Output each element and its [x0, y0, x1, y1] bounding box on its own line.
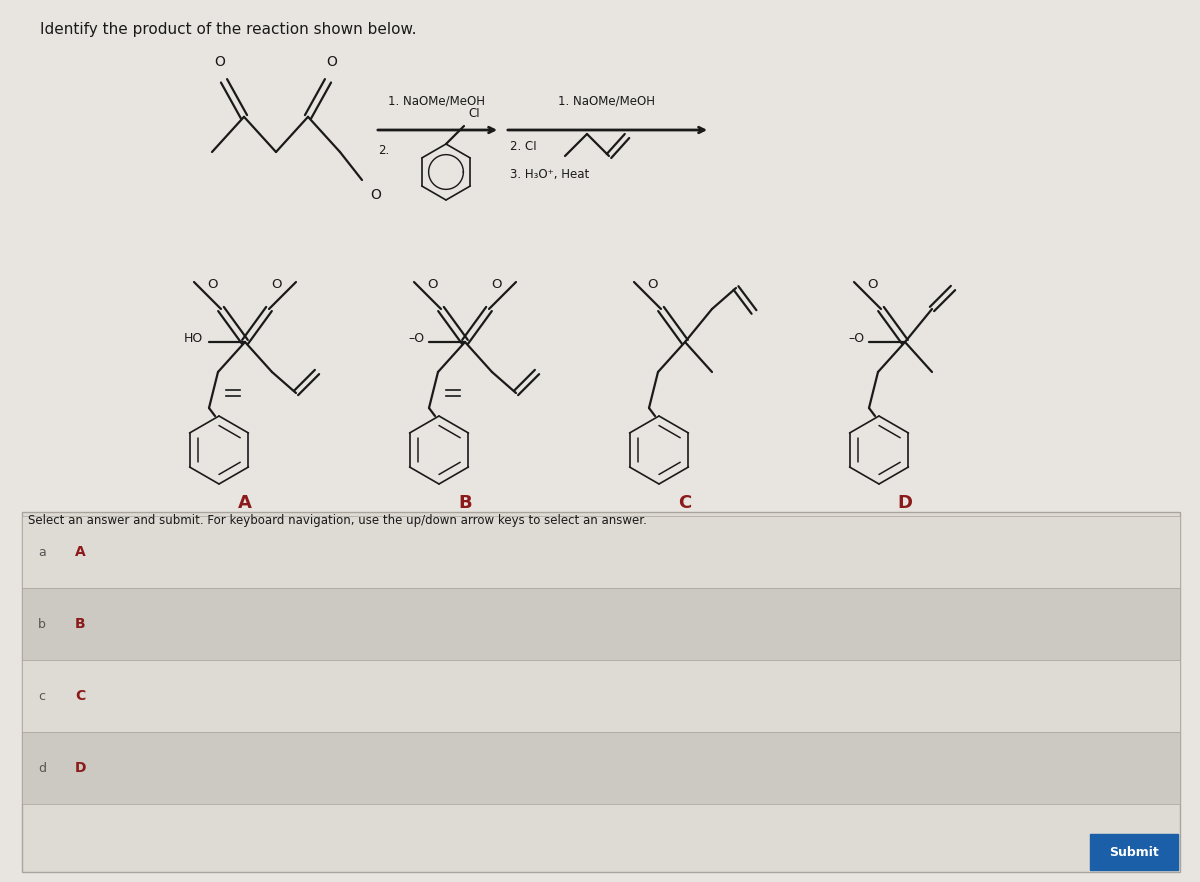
Text: O: O: [648, 278, 659, 291]
Text: CI: CI: [468, 107, 480, 120]
Text: A: A: [74, 545, 85, 559]
Bar: [1090, 834, 1178, 870]
Text: HO: HO: [184, 333, 203, 346]
Text: A: A: [238, 494, 252, 512]
Text: –O: –O: [409, 333, 425, 346]
Text: 2. CI: 2. CI: [510, 140, 536, 153]
Text: B: B: [458, 494, 472, 512]
Text: O: O: [215, 55, 226, 69]
Text: 2.: 2.: [378, 144, 389, 157]
Bar: [22, 516, 1180, 588]
Text: Select an answer and submit. For keyboard navigation, use the up/down arrow keys: Select an answer and submit. For keyboar…: [28, 514, 647, 527]
Text: Identify the product of the reaction shown below.: Identify the product of the reaction sho…: [40, 22, 416, 37]
Text: O: O: [271, 278, 282, 291]
Text: O: O: [326, 55, 337, 69]
Text: C: C: [678, 494, 691, 512]
Text: b: b: [38, 617, 46, 631]
Text: 1. NaOMe/MeOH: 1. NaOMe/MeOH: [389, 95, 486, 108]
Text: D: D: [74, 761, 85, 775]
Text: C: C: [74, 689, 85, 703]
Text: a: a: [38, 545, 46, 558]
Text: Submit: Submit: [1109, 846, 1159, 858]
Text: –O: –O: [848, 333, 865, 346]
Text: O: O: [208, 278, 218, 291]
Text: 3. H₃O⁺, Heat: 3. H₃O⁺, Heat: [510, 168, 589, 181]
Text: c: c: [38, 690, 46, 702]
Text: D: D: [898, 494, 912, 512]
Bar: [22, 660, 1180, 732]
Text: O: O: [370, 188, 380, 202]
Text: B: B: [74, 617, 85, 631]
Bar: [22, 732, 1180, 804]
Text: d: d: [38, 761, 46, 774]
Bar: [22, 588, 1180, 660]
Text: O: O: [427, 278, 438, 291]
Bar: [22, 512, 1180, 872]
Text: 1. NaOMe/MeOH: 1. NaOMe/MeOH: [558, 95, 655, 108]
Text: O: O: [492, 278, 503, 291]
Text: O: O: [868, 278, 878, 291]
